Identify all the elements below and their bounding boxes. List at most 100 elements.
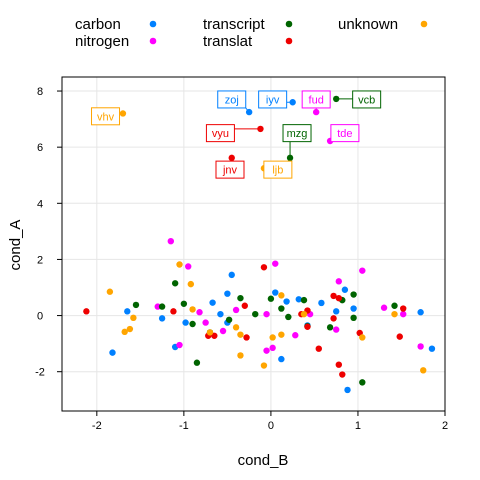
annotation-label: fud	[309, 94, 324, 106]
annotation-box	[352, 90, 382, 109]
data-point-carbon	[109, 349, 116, 356]
legend-label-translat: translat	[203, 33, 253, 50]
data-point-nitrogen	[185, 263, 192, 270]
data-point-unknown	[260, 362, 268, 369]
data-point-carbon	[318, 299, 325, 307]
data-point-translat	[83, 308, 90, 315]
legend-marker-carbon	[149, 20, 157, 28]
data-point-unknown	[237, 352, 244, 359]
legend-label-carbon: carbon	[75, 16, 121, 33]
data-point-translat	[400, 305, 407, 312]
data-point-unknown	[189, 306, 196, 313]
data-point-nitrogen	[272, 260, 279, 267]
data-point-transcript	[237, 294, 244, 302]
data-point-translat	[241, 302, 248, 309]
data-point-translat	[335, 294, 343, 302]
annotation-box	[330, 124, 360, 143]
data-point-carbon	[283, 298, 290, 305]
data-point-carbon	[428, 345, 436, 352]
annotation-connector	[245, 107, 250, 113]
data-point-translat	[339, 371, 346, 378]
data-point-unknown	[359, 334, 366, 341]
data-point-carbon	[344, 386, 351, 394]
annotation-box	[217, 90, 247, 109]
data-point-unknown	[119, 110, 127, 117]
y-axis-title: cond_A	[7, 220, 24, 271]
annotation-box	[282, 124, 312, 143]
data-point-translat	[243, 334, 250, 341]
data-point-nitrogen	[202, 319, 209, 326]
data-point-translat	[211, 332, 218, 339]
data-point-carbon	[295, 296, 302, 303]
data-point-translat	[304, 323, 311, 330]
data-point-transcript	[171, 280, 179, 287]
data-point-transcript	[158, 303, 166, 310]
legend-marker-nitrogen	[149, 37, 157, 45]
annotation-box	[91, 107, 121, 126]
x-tick-label: 0	[268, 420, 274, 432]
x-tick-label: -2	[92, 420, 102, 432]
y-tick-label: 0	[37, 311, 43, 323]
data-point-transcript	[350, 291, 357, 298]
data-point-transcript	[285, 313, 292, 321]
data-point-nitrogen	[292, 332, 299, 339]
legend-marker-translat	[285, 37, 293, 45]
data-point-carbon	[350, 305, 357, 312]
x-tick-label: 2	[442, 420, 448, 432]
data-point-nitrogen	[167, 237, 175, 245]
x-axis-title: cond_B	[238, 452, 289, 469]
data-point-unknown	[187, 280, 195, 288]
data-point-transcript	[189, 320, 196, 328]
data-point-nitrogen	[332, 326, 340, 333]
annotation-label: mzg	[287, 128, 308, 140]
data-point-carbon	[224, 290, 231, 297]
data-point-nitrogen	[335, 278, 343, 285]
data-point-transcript	[350, 314, 357, 322]
y-tick-label: 4	[37, 198, 43, 210]
legend-marker-transcript	[285, 20, 293, 28]
data-point-translat	[396, 333, 403, 340]
annotation-box	[301, 90, 331, 109]
data-point-transcript	[359, 379, 366, 386]
data-point-carbon	[278, 355, 285, 363]
data-point-carbon	[417, 309, 424, 316]
axes: -2 -1 0 1 2 -2 0 2 4 6 8	[35, 76, 448, 432]
data-point-transcript	[132, 301, 140, 309]
data-point-unknown	[121, 328, 128, 336]
x-tick-label: -1	[179, 420, 189, 432]
plot-area	[62, 77, 446, 411]
data-point-carbon	[228, 271, 235, 279]
data-point-carbon	[124, 308, 131, 315]
data-point-carbon	[341, 286, 349, 293]
data-point-nitrogen	[263, 347, 270, 354]
data-point-nitrogen	[380, 304, 388, 311]
data-point-translat	[170, 308, 177, 315]
data-point-transcript	[225, 316, 233, 323]
annotation-label: vcb	[358, 94, 375, 106]
data-point-unknown	[300, 310, 308, 318]
data-point-nitrogen	[176, 341, 183, 349]
legend-marker-unknown	[420, 20, 428, 28]
data-point-unknown	[176, 261, 183, 268]
annotation-label: vyu	[212, 128, 229, 140]
data-point-unknown	[269, 334, 276, 341]
data-point-unknown	[126, 325, 134, 333]
x-tick-label: 1	[355, 420, 361, 432]
data-point-carbon	[217, 310, 224, 318]
data-point-unknown	[420, 367, 427, 374]
data-point-transcript	[326, 324, 334, 331]
data-point-transcript	[180, 300, 188, 307]
annotation-label: vhv	[97, 111, 115, 123]
data-point-translat	[330, 292, 337, 300]
data-point-transcript	[278, 305, 285, 312]
data-point-unknown	[232, 324, 240, 331]
data-point-nitrogen	[232, 306, 240, 314]
data-point-unknown	[278, 331, 285, 338]
data-point-translat	[315, 345, 322, 352]
annotation-box	[215, 160, 245, 179]
data-point-transcript	[391, 302, 398, 309]
data-point-unknown	[237, 331, 244, 338]
legend-label-unknown: unknown	[338, 16, 398, 33]
